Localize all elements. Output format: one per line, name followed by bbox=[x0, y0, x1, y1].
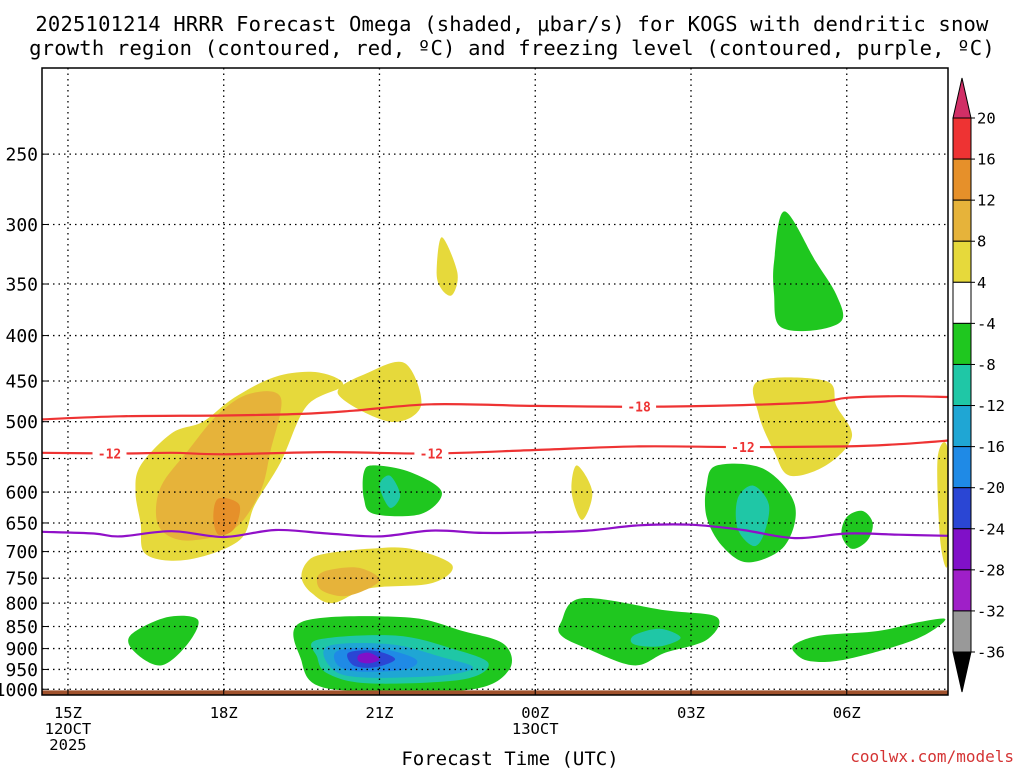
omega-region--4-16 bbox=[128, 615, 199, 666]
colorbar-swatch--8 bbox=[952, 363, 972, 407]
contour-label--12-0: -12 bbox=[98, 447, 121, 462]
y-tick-label-650: 650 bbox=[5, 513, 38, 534]
y-tick-label-400: 400 bbox=[5, 326, 38, 347]
omega-region-4-4 bbox=[436, 237, 458, 296]
omega-region-8-1 bbox=[155, 391, 282, 541]
colorbar-label-4: 4 bbox=[977, 274, 986, 292]
plot-area: -18 -12 -12 -12 bbox=[42, 68, 948, 695]
x-tick-label-15Z: 15Z bbox=[54, 704, 82, 722]
y-tick-label-1000: 1000 bbox=[0, 680, 38, 701]
contour-label--12-1: -12 bbox=[420, 448, 443, 463]
y-tick-label-300: 300 bbox=[5, 215, 38, 236]
colorbar-legend: 20 16 12 8 4 -4 -8 -12 -16 -20 -24 -28 -32 -36 bbox=[952, 77, 1005, 693]
chart-title-line2: growth region (contoured, red, ºC) and f… bbox=[29, 36, 995, 60]
colorbar-bottom-triangle bbox=[952, 651, 972, 693]
x-tick-label-2025: 2025 bbox=[49, 736, 86, 754]
colorbar-label--36: -36 bbox=[977, 644, 1005, 662]
contour-label-bg--12-0 bbox=[92, 445, 127, 462]
contour-label--12-2: -12 bbox=[731, 441, 754, 456]
colorbar-label--20: -20 bbox=[977, 479, 1005, 497]
colorbar-label--12: -12 bbox=[977, 397, 1005, 415]
contour-label-bg--12-1 bbox=[414, 445, 449, 462]
chart-title-line1: 2025101214 HRRR Forecast Omega (shaded, … bbox=[35, 12, 989, 36]
y-tick-label-800: 800 bbox=[5, 594, 38, 615]
y-tick-label-450: 450 bbox=[5, 372, 38, 393]
colorbar-swatch-12 bbox=[952, 199, 972, 242]
y-tick-label-750: 750 bbox=[5, 569, 38, 590]
axes: 2503003504004505005506006507007508008509… bbox=[0, 67, 949, 754]
x-tick-label-12OCT: 12OCT bbox=[45, 720, 92, 738]
y-tick-label-350: 350 bbox=[5, 275, 38, 296]
colorbar-swatch--4 bbox=[952, 322, 972, 365]
contour-line-freezing bbox=[42, 523, 948, 540]
colorbar-swatch--12 bbox=[952, 405, 972, 448]
y-tick-label-500: 500 bbox=[5, 412, 38, 433]
contour-line--18 bbox=[42, 395, 948, 421]
colorbar-label--4: -4 bbox=[977, 315, 996, 333]
colorbar-label-20: 20 bbox=[977, 110, 996, 128]
omega-region--24-22 bbox=[357, 652, 380, 664]
colorbar-label--24: -24 bbox=[977, 520, 1005, 538]
omega-region--4-25 bbox=[792, 618, 946, 662]
contour-line--12 bbox=[42, 439, 948, 456]
ground-strip bbox=[42, 690, 948, 695]
contour-label-bg--12-2 bbox=[725, 439, 760, 456]
colorbar-swatch-8 bbox=[952, 240, 972, 283]
y-tick-label-900: 900 bbox=[5, 639, 38, 660]
omega-region--4-15 bbox=[841, 510, 873, 549]
colorbar-swatch--16 bbox=[952, 446, 972, 489]
omega-region-8-7 bbox=[316, 567, 380, 597]
colorbar-label-8: 8 bbox=[977, 233, 986, 251]
x-tick-label-06Z: 06Z bbox=[833, 704, 861, 722]
contour-label--18-0: -18 bbox=[627, 401, 651, 416]
y-tick-label-250: 250 bbox=[5, 145, 38, 166]
colorbar-swatch--28 bbox=[952, 569, 972, 612]
y-tick-label-600: 600 bbox=[5, 483, 38, 504]
colorbar-label-16: 16 bbox=[977, 151, 996, 169]
colorbar-label--32: -32 bbox=[977, 602, 1005, 620]
colorbar-swatch-16 bbox=[952, 158, 972, 201]
credit-label: coolwx.com/models bbox=[850, 747, 1014, 766]
colorbar-label-12: 12 bbox=[977, 192, 996, 210]
y-tick-label-700: 700 bbox=[5, 542, 38, 563]
omega-region-4-8 bbox=[752, 377, 853, 477]
colorbar-swatch--24 bbox=[952, 528, 972, 571]
x-tick-label-03Z: 03Z bbox=[677, 704, 705, 722]
omega-region-12-2 bbox=[213, 497, 241, 536]
omega-region--4-10 bbox=[362, 465, 442, 517]
plot-contents: -18 -12 -12 -12 bbox=[42, 68, 948, 695]
omega-region--4-23 bbox=[558, 598, 720, 666]
colorbar-swatch--20 bbox=[952, 487, 972, 530]
x-tick-label-18Z: 18Z bbox=[210, 704, 238, 722]
colorbar-swatch--32 bbox=[952, 610, 972, 653]
colorbar-label--8: -8 bbox=[977, 356, 996, 374]
x-tick-label-13OCT: 13OCT bbox=[512, 720, 559, 738]
x-axis-label: Forecast Time (UTC) bbox=[401, 748, 618, 768]
contour-label-bg--18-0 bbox=[622, 398, 657, 415]
colorbar-label--16: -16 bbox=[977, 438, 1005, 456]
y-tick-label-550: 550 bbox=[5, 449, 38, 470]
x-tick-label-21Z: 21Z bbox=[365, 704, 393, 722]
colorbar-label--28: -28 bbox=[977, 561, 1005, 579]
omega-region--4-12 bbox=[773, 211, 844, 332]
colorbar-swatch-4 bbox=[952, 281, 972, 324]
colorbar-swatch-20 bbox=[952, 117, 972, 160]
omega-region--8-24 bbox=[630, 628, 681, 647]
x-tick-label-00Z: 00Z bbox=[521, 704, 549, 722]
y-tick-label-950: 950 bbox=[5, 660, 38, 681]
y-tick-label-850: 850 bbox=[5, 617, 38, 638]
colorbar-top-triangle bbox=[952, 77, 972, 119]
